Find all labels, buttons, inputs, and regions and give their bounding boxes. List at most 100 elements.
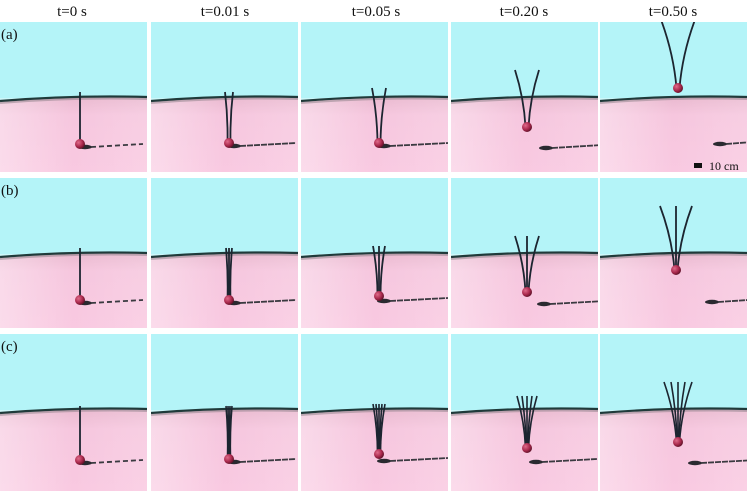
panel xyxy=(451,22,598,172)
horizon xyxy=(0,251,147,259)
shadow-trail xyxy=(541,458,598,463)
sphere xyxy=(673,83,683,93)
panel xyxy=(451,334,598,491)
ground-shade xyxy=(151,98,298,172)
sphere xyxy=(374,291,384,301)
horizon-shadow xyxy=(451,97,598,104)
horizon xyxy=(0,407,147,415)
shadow xyxy=(713,141,727,147)
sphere xyxy=(673,437,683,447)
ground-shade xyxy=(301,98,448,172)
horizon xyxy=(151,95,298,103)
column-header: t=0.20 s xyxy=(500,4,549,20)
panel xyxy=(600,22,747,172)
sphere xyxy=(224,295,234,305)
filament xyxy=(514,69,527,128)
horizon xyxy=(301,95,448,103)
shadow xyxy=(705,299,719,305)
ground-shade xyxy=(301,410,448,491)
sphere xyxy=(75,139,85,149)
panel xyxy=(451,178,598,328)
sphere xyxy=(522,443,532,453)
horizon xyxy=(600,251,747,259)
horizon xyxy=(451,251,598,259)
panel xyxy=(0,22,147,172)
shadow xyxy=(529,459,543,465)
horizon xyxy=(600,407,747,415)
column-header: t=0.50 s xyxy=(649,4,698,20)
ground-shade xyxy=(0,98,147,172)
panel xyxy=(301,22,448,172)
horizon-shadow xyxy=(0,97,147,104)
filament xyxy=(676,205,693,271)
ground-shade xyxy=(600,98,747,172)
sphere xyxy=(522,122,532,132)
sphere xyxy=(75,295,85,305)
horizon-shadow xyxy=(151,253,298,260)
horizon-shadow xyxy=(451,253,598,260)
horizon-shadow xyxy=(600,409,747,416)
shadow-trail xyxy=(239,142,297,147)
sphere xyxy=(224,454,234,464)
shadow-trail xyxy=(389,142,448,147)
row-label: (b) xyxy=(1,183,19,199)
horizon-shadow xyxy=(0,409,147,416)
sphere xyxy=(374,138,384,148)
ground-shade xyxy=(0,254,147,328)
sphere xyxy=(75,455,85,465)
shadow-trail xyxy=(239,299,297,304)
column-header: t=0 s xyxy=(57,4,87,20)
shadow-trail xyxy=(90,299,144,304)
panel xyxy=(301,178,448,328)
ground-shade xyxy=(301,254,448,328)
sphere xyxy=(522,287,532,297)
ground-shade xyxy=(151,254,298,328)
horizon-shadow xyxy=(151,97,298,104)
filament xyxy=(227,405,230,460)
filament xyxy=(678,381,693,443)
horizon xyxy=(151,407,298,415)
panel xyxy=(600,178,747,328)
filament xyxy=(660,22,678,89)
shadow-trail xyxy=(90,459,144,464)
ground-shade xyxy=(600,410,747,491)
filament xyxy=(527,235,540,293)
filament xyxy=(677,381,686,443)
filament xyxy=(659,205,676,271)
panel xyxy=(0,178,147,328)
scale-label: 10 cm xyxy=(709,159,739,173)
filament xyxy=(663,381,678,443)
ground-shade xyxy=(0,410,147,491)
row-label: (a) xyxy=(1,27,18,43)
shadow-trail xyxy=(389,297,448,302)
row-label: (c) xyxy=(1,339,18,355)
shadow xyxy=(537,301,551,307)
shadow-trail xyxy=(549,300,598,305)
column-header: t=0.01 s xyxy=(201,4,250,20)
sphere xyxy=(224,138,234,148)
panel xyxy=(151,22,298,172)
shadow xyxy=(539,145,553,151)
panel xyxy=(600,334,747,491)
shadow-trail xyxy=(389,457,448,462)
shadow-trail xyxy=(717,299,747,303)
horizon-shadow xyxy=(0,253,147,260)
panel xyxy=(301,334,448,491)
panel xyxy=(0,334,147,491)
panel xyxy=(151,334,298,491)
shadow xyxy=(377,458,391,464)
horizon xyxy=(0,95,147,103)
shadow-trail xyxy=(90,143,144,148)
column-header: t=0.05 s xyxy=(352,4,401,20)
shadow-trail xyxy=(551,144,598,149)
shadow-trail xyxy=(239,458,297,463)
scale-bar xyxy=(694,163,702,168)
ground-shade xyxy=(151,410,298,491)
horizon xyxy=(451,407,598,415)
sphere xyxy=(671,265,681,275)
panel xyxy=(151,178,298,328)
horizon-shadow xyxy=(600,97,747,104)
horizon xyxy=(451,95,598,103)
filament xyxy=(670,381,679,443)
